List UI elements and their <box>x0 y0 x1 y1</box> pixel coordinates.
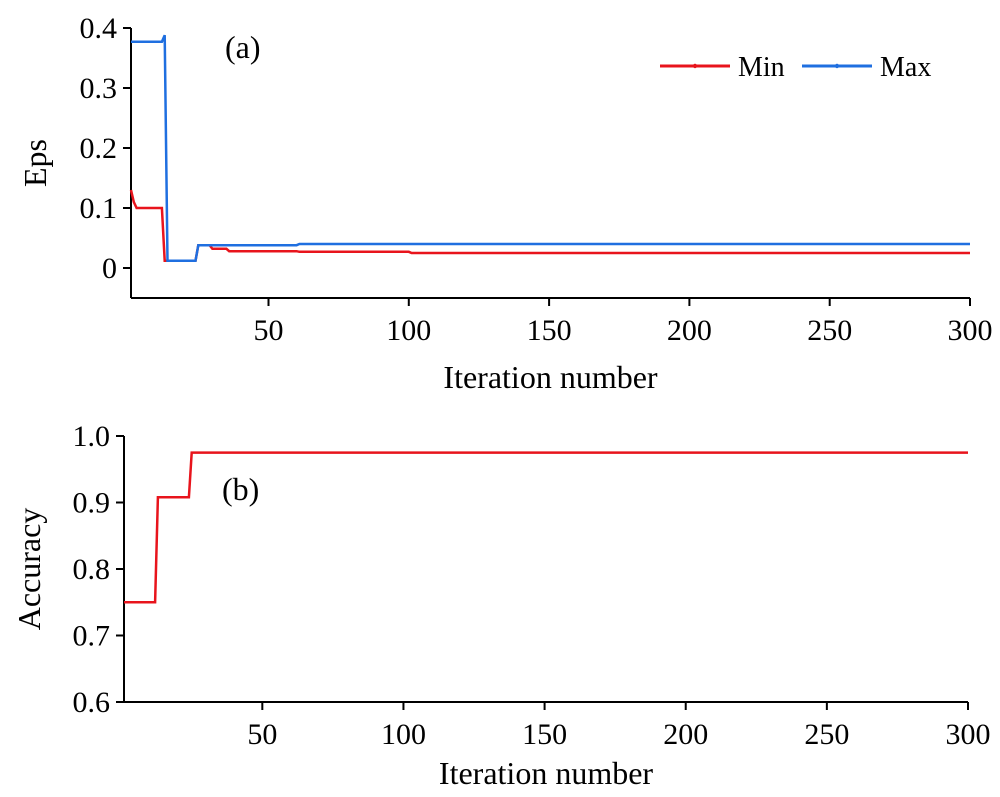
accuracy-panel-tag: (b) <box>222 471 259 507</box>
accuracy-y-tick-label: 0.7 <box>73 620 111 653</box>
accuracy-y-tick-label: 0.6 <box>73 686 111 719</box>
eps-y-tick-label: 0.4 <box>80 12 118 45</box>
eps-x-tick-label: 100 <box>386 314 431 347</box>
accuracy-x-axis-label: Iteration number <box>439 755 653 791</box>
eps-x-tick-label: 200 <box>667 314 712 347</box>
eps-x-tick-label: 300 <box>948 314 993 347</box>
accuracy-series-line-accuracy <box>124 451 968 604</box>
accuracy-x-tick-label: 150 <box>522 718 567 751</box>
eps-y-tick-label: 0.2 <box>80 132 118 165</box>
accuracy-y-tick-label: 0.9 <box>73 487 111 520</box>
panel-b-accuracy-chart: 0.6 0.7 0.8 0.9 1.0 50 100 150 200 250 300 Iteratio… <box>11 420 991 791</box>
accuracy-x-tick-label: 300 <box>946 718 991 751</box>
eps-x-tick-label: 250 <box>807 314 852 347</box>
eps-series-line-min <box>129 189 970 263</box>
eps-x-axis-label: Iteration number <box>443 359 657 395</box>
legend-label-max: Max <box>880 52 931 83</box>
eps-x-tick-label: 150 <box>527 314 572 347</box>
legend-label-min: Min <box>738 52 785 83</box>
accuracy-x-tick-label: 100 <box>381 718 426 751</box>
eps-y-tick-label: 0.1 <box>80 192 118 225</box>
accuracy-x-tick-label: 50 <box>247 718 277 751</box>
panel-a-eps-chart: 0 0.1 0.2 0.3 0.4 50 100 150 200 250 300 Iteration … <box>17 12 993 395</box>
eps-y-axis-label: Eps <box>17 139 53 187</box>
accuracy-y-tick-label: 0.8 <box>73 553 111 586</box>
accuracy-y-axis-label: Accuracy <box>11 508 47 631</box>
eps-panel-tag: (a) <box>225 29 261 65</box>
legend-marker-min <box>692 63 698 69</box>
eps-y-tick-label: 0.3 <box>80 72 118 105</box>
eps-y-tick-label: 0 <box>102 252 117 285</box>
accuracy-x-tick-label: 250 <box>804 718 849 751</box>
legend-marker-max <box>834 63 840 69</box>
eps-x-tick-label: 50 <box>253 314 283 347</box>
eps-series-line-max <box>131 34 970 263</box>
accuracy-y-tick-label: 1.0 <box>73 420 111 453</box>
accuracy-x-tick-label: 200 <box>663 718 708 751</box>
